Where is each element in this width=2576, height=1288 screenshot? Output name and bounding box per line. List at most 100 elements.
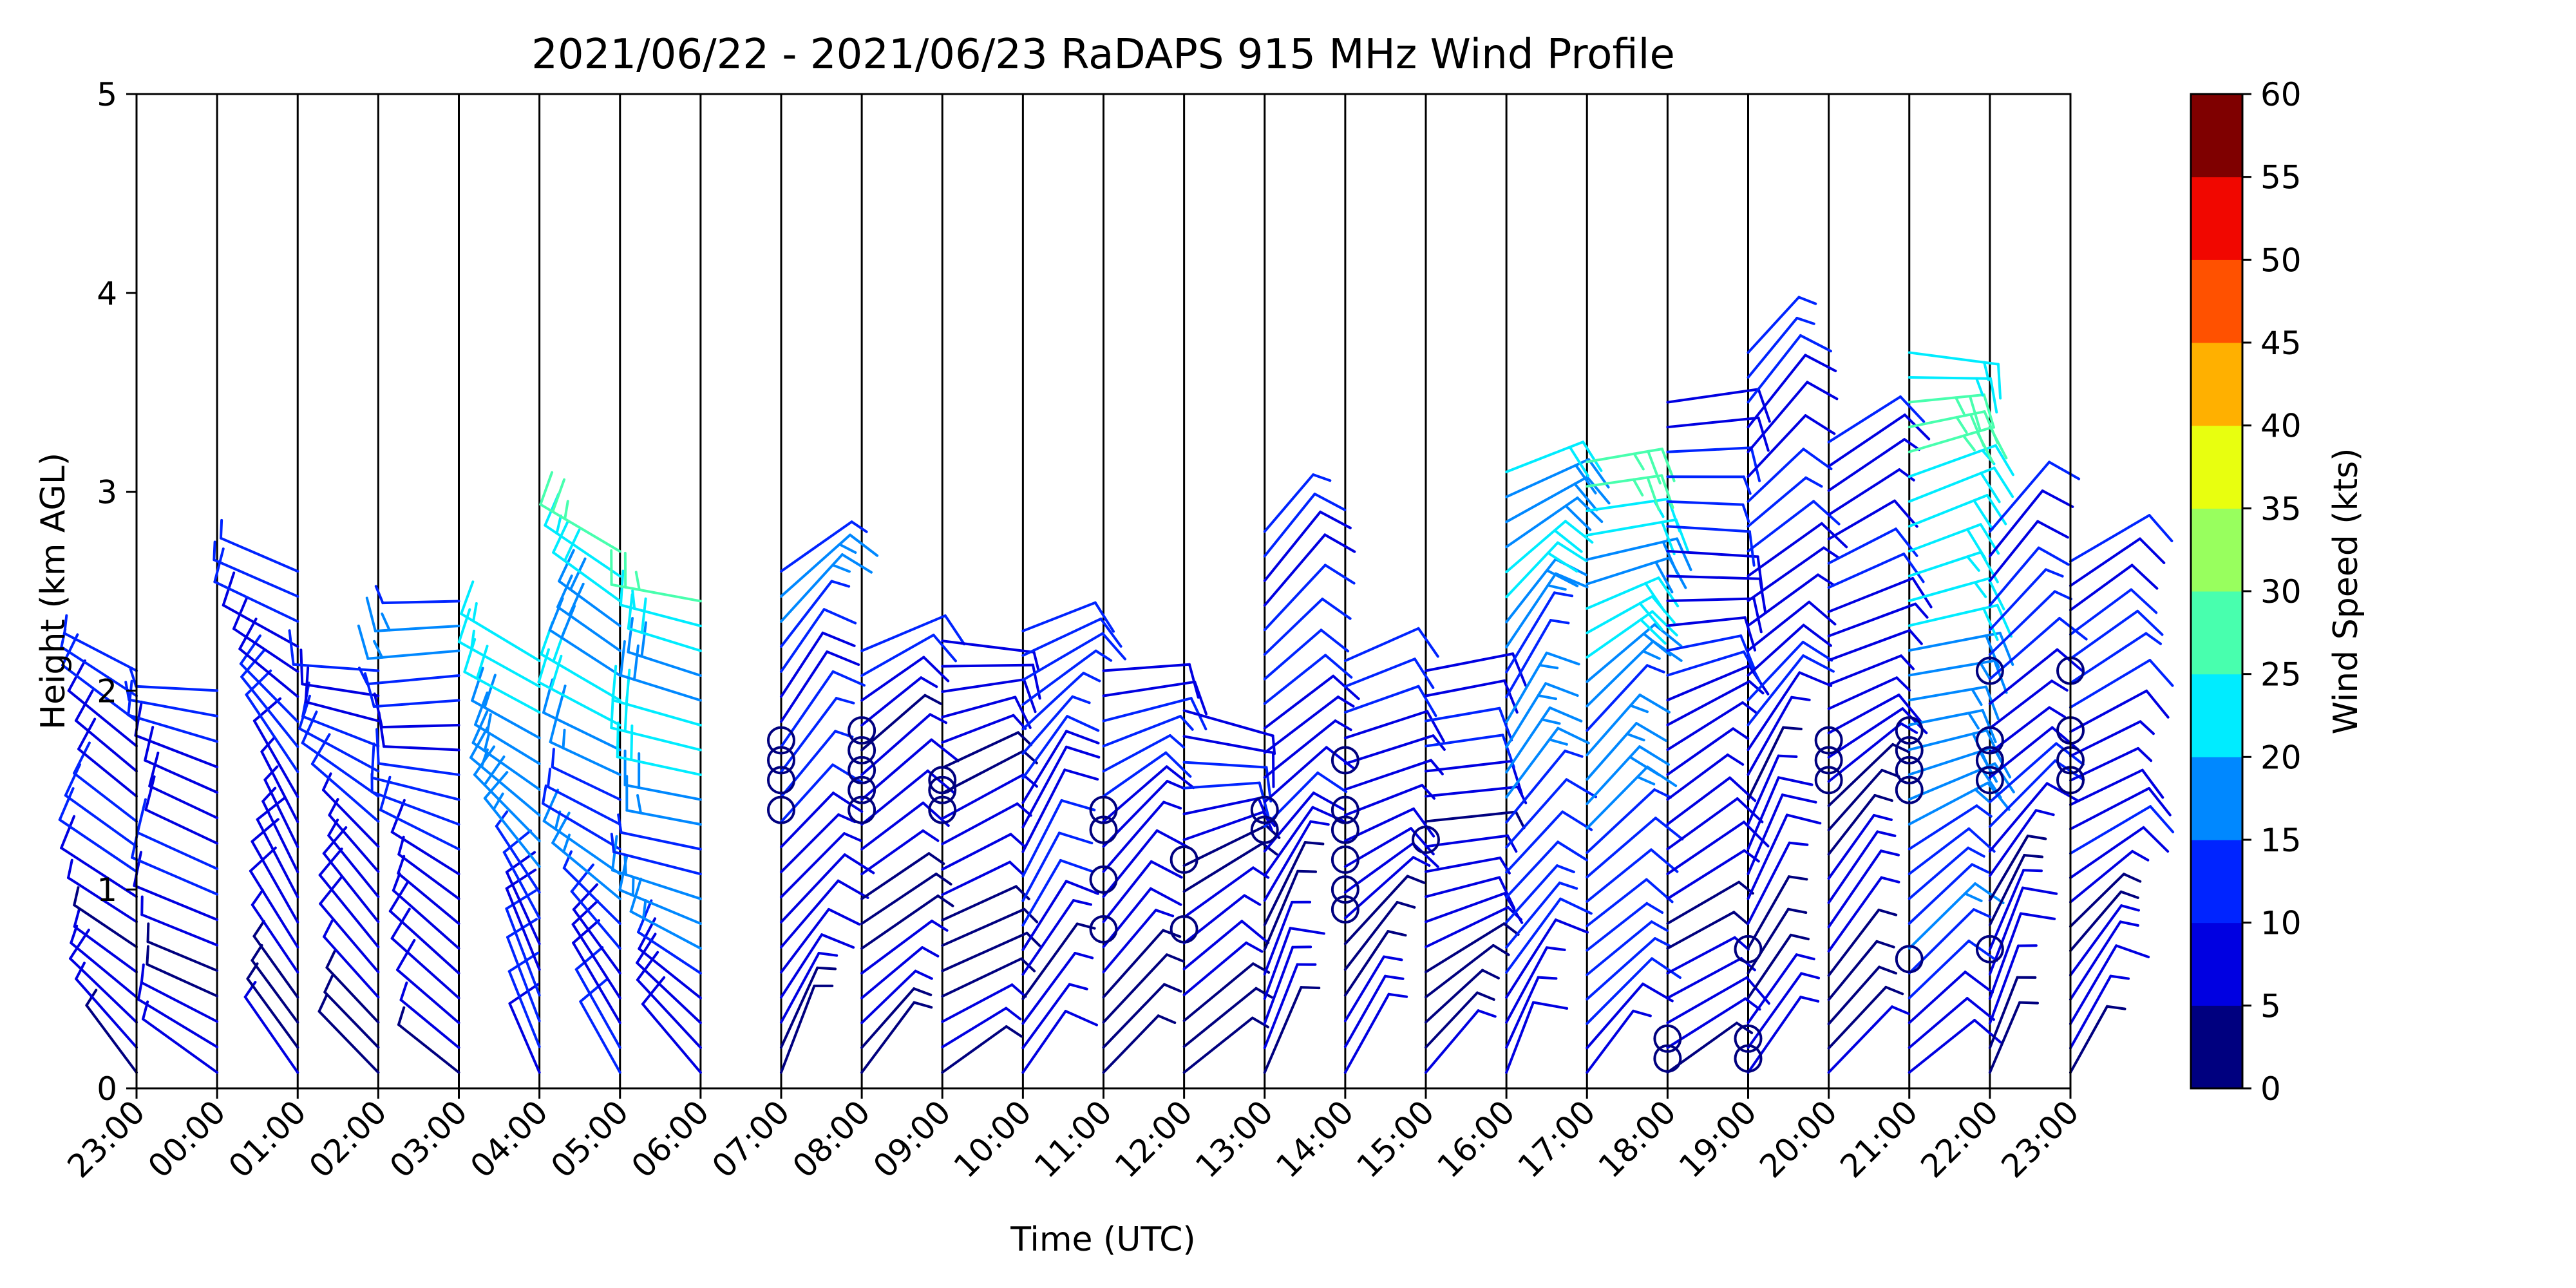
wind-barb-feather (936, 894, 954, 907)
wind-barb-staff (1988, 853, 2026, 927)
y-axis-label: Height (km AGL) (34, 453, 73, 730)
wind-barb-feather (619, 640, 626, 677)
wind-barb-staff (1827, 654, 1903, 686)
wind-barb-staff (1747, 671, 1801, 752)
wind-barb-feather (256, 797, 286, 821)
wind-barb-feather (830, 580, 851, 588)
wind-barb-staff (505, 907, 541, 997)
wind-barb-feather (364, 672, 375, 708)
wind-barb-staff (1666, 574, 1761, 580)
wind-barb-staff (1747, 448, 1805, 503)
wind-barb-staff (1021, 1010, 1067, 1074)
wind-barb-staff (941, 957, 1023, 998)
wind-barb-staff (1666, 849, 1746, 900)
wind-barb-feather (1545, 946, 1566, 951)
wind-barb-feather (2136, 747, 2153, 762)
wind-barb-staff (1263, 986, 1303, 1074)
calm-marker (848, 755, 876, 784)
wind-barb-staff (1908, 827, 1971, 875)
wind-barb-staff (1908, 393, 1985, 404)
y-tick-label: 1 (97, 871, 117, 909)
wind-barb-staff (1021, 922, 1079, 1001)
wind-barb-feather (1903, 413, 1931, 440)
wind-barb-feather (564, 500, 569, 520)
wind-barb-feather (301, 710, 318, 744)
wind-barb-feather (1979, 661, 1991, 680)
wind-barb-feather (1387, 930, 1407, 937)
wind-barb-staff (1263, 510, 1322, 582)
wind-barb-staff (1747, 354, 1807, 429)
wind-barb-feather (2138, 537, 2166, 564)
wind-barb-feather (2037, 546, 2070, 566)
wind-barb-staff (327, 834, 380, 898)
wind-barb-feather (1903, 438, 1921, 451)
wind-barb-feather (2026, 834, 2047, 840)
calm-marker (1895, 945, 1924, 974)
wind-barb-staff (1263, 820, 1312, 902)
wind-barb-staff (1182, 735, 1275, 754)
wind-barb-staff (1263, 746, 1328, 804)
wind-barb-feather (570, 863, 594, 893)
wind-barb-staff (1505, 682, 1548, 749)
wind-barb-feather (2021, 886, 2058, 895)
wind-barb-staff (1827, 707, 1904, 759)
calm-marker (1975, 746, 2004, 775)
wind-barb-feather (1005, 1007, 1022, 1021)
wind-barb-staff (133, 884, 219, 922)
wind-barb-feather (1801, 640, 1833, 662)
wind-barb-staff (1263, 927, 1292, 1000)
wind-barb-staff (1505, 881, 1561, 949)
wind-barb-feather (1321, 598, 1352, 620)
wind-barb-staff (860, 829, 925, 876)
wind-barb-staff (941, 860, 1012, 896)
wind-barb-staff (1505, 749, 1567, 824)
wind-barb-staff (627, 650, 702, 677)
wind-barb-feather (2148, 659, 2174, 687)
wind-barb-staff (127, 714, 219, 743)
wind-barb-feather (1553, 591, 1574, 598)
wind-barb-feather (1323, 564, 1356, 585)
wind-barb-staff (1988, 546, 2040, 607)
wind-barb-feather (1014, 885, 1030, 900)
wind-barb-feather (1968, 395, 1982, 430)
wind-barb-feather (1325, 746, 1355, 770)
wind-barb-feather (1559, 897, 1593, 915)
wind-barb-staff (1021, 983, 1071, 1050)
wind-barb-feather (837, 813, 857, 824)
colorbar-segment (2191, 94, 2242, 178)
wind-barb-feather (1162, 983, 1182, 993)
wind-barb-staff (1102, 983, 1166, 1049)
wind-barb-staff (780, 697, 838, 773)
wind-barb-staff (1505, 918, 1557, 999)
wind-barb-staff (1182, 810, 1265, 841)
wind-barb-feather (1973, 1019, 2002, 1044)
calm-marker (1331, 746, 1359, 775)
wind-barb-staff (60, 846, 138, 898)
wind-barb-staff (1182, 941, 1248, 996)
wind-barb-staff (292, 663, 380, 672)
wind-barb-feather (1804, 354, 1837, 372)
calm-marker (848, 775, 876, 804)
wind-barb-feather (1546, 583, 1567, 591)
x-axis-label: Time (UTC) (1010, 1220, 1195, 1259)
wind-barb-feather (555, 514, 562, 535)
wind-barb-staff (1827, 793, 1877, 856)
colorbar-segment (2191, 674, 2242, 757)
wind-barb-feather (395, 939, 416, 971)
wind-barb-feather (642, 898, 647, 920)
wind-barb-staff (1666, 820, 1746, 875)
wind-barb-staff (860, 1001, 916, 1074)
wind-barb-feather (2141, 768, 2164, 799)
wind-barb-feather (914, 969, 933, 980)
wind-barb-staff (572, 942, 621, 1025)
wind-barb-staff (77, 748, 138, 798)
wind-barb-staff (1021, 951, 1077, 1025)
wind-barb-feather (1005, 1025, 1023, 1038)
wind-barb-staff (323, 935, 380, 999)
wind-barb-feather (1564, 504, 1592, 531)
wind-barb-feather (1014, 696, 1032, 730)
wind-barb-staff (1343, 627, 1420, 663)
wind-barb-feather (1300, 986, 1321, 990)
wind-barb-staff (780, 879, 840, 949)
colorbar-tick-label: 5 (2260, 987, 2281, 1025)
